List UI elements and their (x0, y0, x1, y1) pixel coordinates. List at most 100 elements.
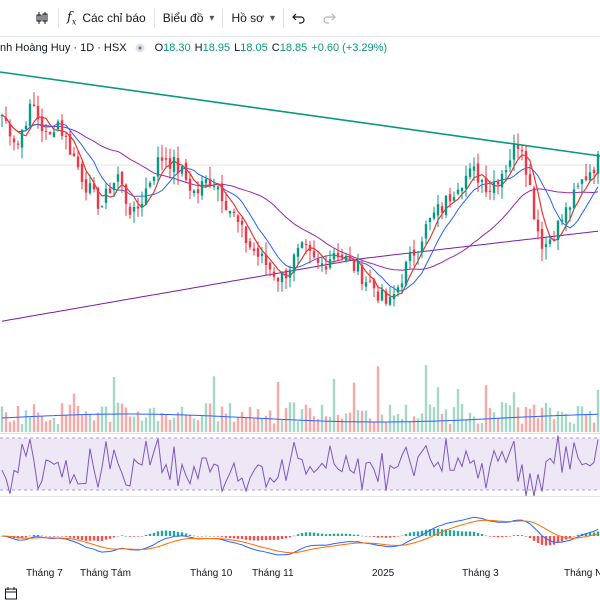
price-pane (0, 71, 600, 322)
candle-body (104, 188, 108, 203)
volume-bar (528, 408, 532, 432)
macd-histogram-bar (412, 531, 416, 536)
volume-bar (124, 407, 128, 432)
macd-histogram-bar (208, 535, 212, 537)
candle-body (584, 176, 588, 180)
macd-pane (0, 516, 600, 556)
macd-histogram-bar (496, 536, 500, 538)
candle-body (308, 244, 312, 251)
candle-body (220, 183, 224, 202)
macd-histogram-bar (392, 536, 396, 538)
macd-histogram-bar (460, 531, 464, 536)
macd-histogram-bar (52, 536, 56, 537)
volume-bar (152, 407, 156, 432)
chart-menu-button[interactable]: Biểu đồ ▾ (155, 0, 223, 36)
indicators-label: Các chỉ báo (82, 11, 146, 25)
volume-bar (96, 412, 100, 432)
macd-histogram-bar (268, 536, 272, 540)
pane-divider[interactable] (0, 496, 600, 497)
chart-area[interactable] (0, 36, 600, 562)
volume-bar (140, 420, 144, 432)
macd-histogram-bar (452, 530, 456, 536)
candle-body (216, 186, 220, 190)
redo-button[interactable] (314, 0, 344, 36)
volume-bar (556, 411, 560, 432)
candle-body (240, 220, 244, 225)
volume-bar (372, 421, 376, 432)
symbol-title[interactable]: nh Hoàng Huy · 1D · HSX (0, 42, 127, 54)
candle-body (484, 177, 488, 193)
candle-body (392, 294, 396, 300)
macd-histogram-bar (128, 536, 132, 537)
candle-body (44, 130, 48, 132)
undo-button[interactable] (284, 0, 314, 36)
indicators-button[interactable]: fx Các chỉ báo (59, 0, 154, 36)
profile-menu-button[interactable]: Hồ sơ ▾ (223, 0, 283, 36)
candle-body (4, 117, 8, 121)
volume-bar (596, 389, 600, 432)
candle-body (64, 135, 68, 137)
pane-divider[interactable] (0, 433, 600, 434)
calendar-icon[interactable] (4, 586, 18, 600)
macd-histogram-bar (272, 536, 276, 540)
candle-body (396, 287, 400, 293)
undo-icon (292, 13, 305, 24)
volume-bar (456, 388, 460, 432)
candle-body (96, 187, 100, 209)
macd-histogram-bar (60, 536, 64, 537)
time-axis[interactable]: Tháng 7 Tháng Tám Tháng 10 Tháng 11 2025… (0, 562, 600, 586)
volume-bar (344, 413, 348, 432)
volume-bar (172, 417, 176, 432)
volume-bar (340, 418, 344, 432)
volume-bar (224, 413, 228, 432)
macd-histogram-bar (432, 528, 436, 536)
macd-histogram-bar (492, 536, 496, 537)
volume-bar (448, 423, 452, 432)
candle-body (456, 189, 460, 194)
macd-histogram-bar (280, 536, 284, 539)
candle-body (488, 190, 492, 192)
macd-histogram-bar (120, 535, 124, 536)
volume-bar (368, 418, 372, 432)
candle-body (228, 210, 232, 214)
volume-bar (12, 420, 16, 432)
candle-body (328, 259, 332, 268)
candle-body (552, 239, 556, 241)
volume-bar (276, 381, 280, 432)
candle-body (280, 272, 284, 283)
candle-body (144, 188, 148, 205)
candle-body (292, 254, 296, 273)
candle-body (480, 179, 484, 182)
candle-body (196, 189, 200, 194)
candle-style-button[interactable] (0, 0, 58, 36)
volume-bar (564, 413, 568, 432)
chart-menu-label: Biểu đồ (162, 11, 204, 25)
volume-bar (232, 421, 236, 432)
time-label: 2025 (372, 568, 395, 579)
volume-bar (548, 407, 552, 432)
macd-histogram-bar (340, 533, 344, 536)
macd-histogram-bar (480, 534, 484, 536)
candle-body (28, 103, 32, 127)
candle-body (420, 241, 424, 253)
time-label: Tháng 10 (190, 568, 233, 579)
macd-histogram-bar (568, 536, 572, 539)
volume-bar (428, 404, 432, 432)
macd-histogram-bar (260, 536, 264, 541)
macd-histogram-bar (20, 536, 24, 538)
volume-bar (0, 406, 4, 432)
macd-histogram-bar (188, 534, 192, 536)
volume-bar (8, 421, 12, 432)
candle-body (32, 104, 36, 107)
macd-histogram-bar (584, 533, 588, 536)
candle-body (88, 183, 92, 194)
eye-icon[interactable] (135, 43, 145, 53)
macd-histogram-bar (124, 535, 128, 537)
close-value: 18.85 (279, 42, 308, 54)
candle-body (188, 178, 192, 191)
volume-bar (52, 418, 56, 432)
macd-histogram-bar (152, 532, 156, 536)
candle-body (124, 184, 128, 204)
volume-bar (408, 420, 412, 432)
